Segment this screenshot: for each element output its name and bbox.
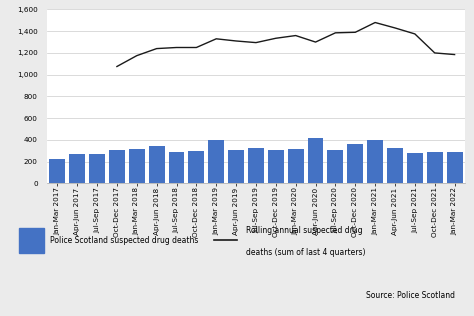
- Bar: [228, 150, 244, 183]
- Bar: [447, 152, 463, 183]
- Bar: [208, 140, 224, 183]
- FancyBboxPatch shape: [18, 228, 44, 253]
- Text: Source: Police Scotland: Source: Police Scotland: [366, 291, 456, 300]
- Bar: [288, 149, 304, 183]
- Bar: [169, 152, 184, 183]
- Bar: [367, 140, 383, 183]
- Text: deaths (sum of last 4 quarters): deaths (sum of last 4 quarters): [246, 248, 365, 257]
- Bar: [49, 159, 65, 183]
- Bar: [129, 149, 145, 183]
- Bar: [268, 149, 284, 183]
- Text: Police Scotland suspected drug deaths: Police Scotland suspected drug deaths: [50, 236, 199, 246]
- Bar: [248, 148, 264, 183]
- Text: Rolling annual suspected drug: Rolling annual suspected drug: [246, 226, 363, 235]
- Bar: [347, 144, 363, 183]
- Bar: [387, 148, 403, 183]
- Bar: [328, 149, 343, 183]
- Bar: [89, 155, 105, 183]
- Bar: [149, 146, 164, 183]
- Bar: [407, 153, 423, 183]
- Bar: [189, 151, 204, 183]
- Bar: [308, 138, 323, 183]
- Bar: [109, 150, 125, 183]
- Bar: [427, 152, 443, 183]
- Bar: [69, 155, 85, 183]
